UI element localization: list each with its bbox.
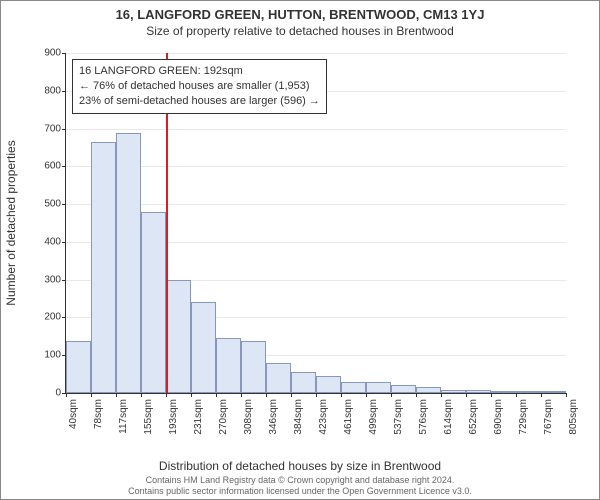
info-line-3: 23% of semi-detached houses are larger (… [79, 94, 320, 109]
x-tick-label: 690sqm [493, 399, 504, 435]
footer-line-1: Contains HM Land Registry data © Crown c… [1, 475, 599, 486]
x-tick-mark [91, 393, 92, 397]
x-tick-mark [341, 393, 342, 397]
bar [391, 385, 416, 393]
x-tick-label: 537sqm [393, 399, 404, 435]
x-tick-mark [241, 393, 242, 397]
x-tick-label: 117sqm [118, 399, 129, 434]
x-tick-label: 193sqm [168, 399, 179, 435]
x-tick-mark [66, 393, 67, 397]
x-tick-mark [141, 393, 142, 397]
bar [491, 391, 516, 393]
y-axis-label: Number of detached properties [4, 140, 18, 305]
x-tick-label: 614sqm [443, 399, 454, 435]
footer-line-2: Contains public sector information licen… [1, 486, 599, 497]
y-tick-label: 600 [31, 161, 61, 172]
page-subtitle: Size of property relative to detached ho… [1, 22, 599, 38]
x-tick-mark [441, 393, 442, 397]
y-tick-mark [62, 204, 66, 205]
y-tick-label: 400 [31, 236, 61, 247]
bar [316, 376, 341, 393]
x-tick-mark [191, 393, 192, 397]
x-axis-label: Distribution of detached houses by size … [1, 459, 599, 473]
y-tick-label: 0 [31, 388, 61, 399]
x-tick-label: 729sqm [518, 399, 529, 435]
info-line-2: ← 76% of detached houses are smaller (1,… [79, 79, 320, 94]
y-tick-label: 800 [31, 85, 61, 96]
x-tick-mark [291, 393, 292, 397]
bar [116, 133, 141, 393]
x-tick-label: 767sqm [543, 399, 554, 435]
x-tick-label: 499sqm [368, 399, 379, 435]
y-tick-label: 500 [31, 199, 61, 210]
bar [241, 341, 266, 393]
y-tick-mark [62, 129, 66, 130]
x-tick-label: 805sqm [568, 399, 579, 435]
x-tick-mark [366, 393, 367, 397]
x-tick-label: 384sqm [293, 399, 304, 435]
info-line-1: 16 LANGFORD GREEN: 192sqm [79, 64, 320, 79]
x-tick-mark [566, 393, 567, 397]
chart-plot-area: 16 LANGFORD GREEN: 192sqm ← 76% of detac… [65, 53, 566, 394]
x-tick-mark [466, 393, 467, 397]
bar [91, 142, 116, 393]
x-tick-label: 346sqm [268, 399, 279, 435]
x-tick-mark [316, 393, 317, 397]
y-tick-mark [62, 166, 66, 167]
bar [416, 387, 441, 393]
y-tick-mark [62, 280, 66, 281]
bar [266, 363, 291, 393]
x-tick-label: 576sqm [418, 399, 429, 435]
x-tick-label: 40sqm [68, 399, 79, 429]
y-tick-label: 700 [31, 123, 61, 134]
y-tick-mark [62, 91, 66, 92]
bar [141, 212, 166, 393]
x-tick-mark [216, 393, 217, 397]
bar [466, 390, 491, 393]
footer: Contains HM Land Registry data © Crown c… [1, 475, 599, 497]
x-tick-mark [116, 393, 117, 397]
x-tick-mark [491, 393, 492, 397]
y-tick-mark [62, 355, 66, 356]
x-tick-label: 78sqm [93, 399, 104, 429]
x-tick-mark [266, 393, 267, 397]
x-tick-label: 423sqm [318, 399, 329, 435]
bar [191, 302, 216, 393]
page-title: 16, LANGFORD GREEN, HUTTON, BRENTWOOD, C… [1, 1, 599, 22]
x-tick-label: 270sqm [218, 399, 229, 435]
bar [166, 280, 191, 393]
bar [66, 341, 91, 393]
y-tick-label: 300 [31, 274, 61, 285]
info-box: 16 LANGFORD GREEN: 192sqm ← 76% of detac… [72, 59, 327, 114]
bar [291, 372, 316, 393]
y-tick-label: 900 [31, 48, 61, 59]
x-tick-mark [516, 393, 517, 397]
y-tick-label: 100 [31, 350, 61, 361]
bar [541, 391, 566, 393]
y-tick-label: 200 [31, 312, 61, 323]
y-tick-mark [62, 317, 66, 318]
bar [516, 391, 541, 393]
x-tick-label: 155sqm [143, 399, 154, 435]
y-tick-mark [62, 53, 66, 54]
x-tick-mark [541, 393, 542, 397]
x-tick-label: 308sqm [243, 399, 254, 435]
bar [216, 338, 241, 393]
bar [366, 382, 391, 393]
x-tick-mark [416, 393, 417, 397]
bar [441, 390, 466, 393]
x-tick-mark [391, 393, 392, 397]
x-tick-label: 461sqm [343, 399, 354, 435]
bar [341, 382, 366, 393]
x-tick-label: 652sqm [468, 399, 479, 435]
x-tick-mark [166, 393, 167, 397]
y-tick-mark [62, 242, 66, 243]
x-tick-label: 231sqm [193, 399, 204, 435]
